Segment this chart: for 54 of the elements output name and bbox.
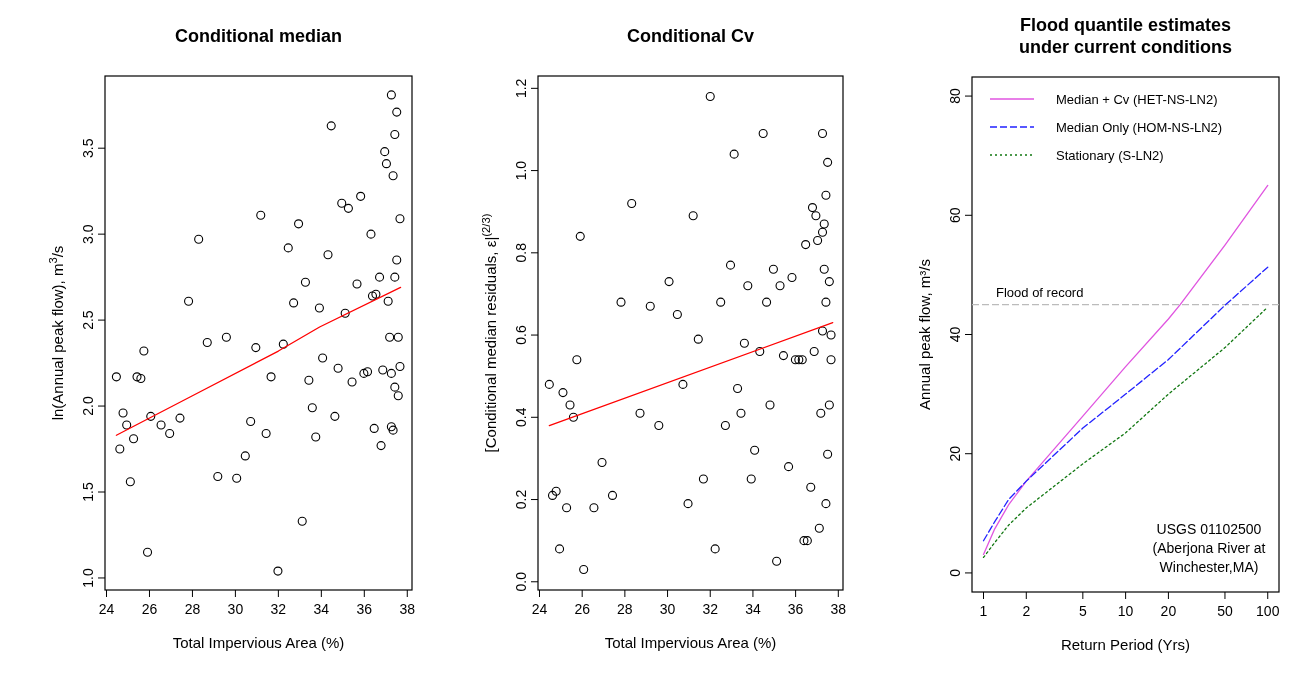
x-tick-label: 24	[98, 601, 115, 617]
x-axis-title: Total Impervious Area (%)	[172, 634, 345, 651]
x-tick-label: 36	[787, 601, 804, 617]
y-tick-label: 0	[947, 568, 963, 577]
y-tick-label: 0.8	[513, 242, 529, 263]
x-tick-label: 24	[531, 601, 548, 617]
x-tick-label: 28	[617, 601, 633, 617]
chart-title: Conditional median	[174, 26, 343, 46]
x-axis-title: Return Period (Yrs)	[1060, 636, 1191, 653]
x-tick-label: 10	[1117, 603, 1134, 619]
y-tick-label: 0.4	[513, 407, 529, 428]
x-tick-label: 26	[141, 601, 158, 617]
y-tick-label: 2.5	[80, 310, 96, 330]
chart-title: Flood quantile estimates under current conditions	[1018, 15, 1233, 57]
y-tick-label: 3.0	[80, 224, 96, 244]
y-tick-label: 2.0	[80, 396, 96, 416]
y-tick-label: 20	[947, 445, 963, 462]
x-axis-title: Total Impervious Area (%)	[604, 634, 777, 651]
y-tick-label: 3.5	[80, 138, 96, 158]
y-tick-label: 40	[947, 326, 963, 343]
x-tick-label: 100	[1256, 603, 1280, 619]
y-tick-label: 80	[947, 88, 963, 104]
line-series	[115, 286, 402, 436]
x-tick-label: 2	[1022, 603, 1031, 619]
x-tick-label: 50	[1217, 603, 1233, 619]
x-tick-label: 20	[1160, 603, 1177, 619]
x-tick-label: 30	[227, 601, 244, 617]
y-tick-label: 1.2	[513, 78, 529, 99]
legend-label: Median Only (HOM-NS-LN2)	[1056, 120, 1223, 135]
x-tick-label: 36	[356, 601, 373, 617]
y-axis-title: Annual peak flow, m³/s	[916, 259, 933, 410]
y-tick-label: 0.2	[513, 489, 529, 510]
x-tick-label: 28	[184, 601, 201, 617]
x-tick-label: 38	[399, 601, 416, 617]
x-tick-label: 34	[313, 601, 330, 617]
x-tick-label: 34	[745, 601, 761, 617]
legend-label: Median + Cv (HET-NS-LN2)	[1056, 92, 1218, 107]
ref-line-label: Flood of record	[996, 284, 1084, 300]
x-tick-label: 32	[270, 601, 287, 617]
legend-label: Stationary (S-LN2)	[1056, 148, 1164, 163]
x-tick-label: 1	[979, 603, 988, 619]
x-tick-label: 38	[830, 601, 847, 617]
x-tick-label: 32	[702, 601, 719, 617]
y-tick-label: 0.0	[513, 571, 529, 592]
y-tick-label: 1.0	[80, 568, 96, 588]
x-tick-label: 30	[659, 601, 676, 617]
x-tick-label: 26	[574, 601, 591, 617]
y-tick-label: 0.6	[513, 325, 529, 345]
y-tick-label: 1.5	[80, 482, 96, 502]
chart-title: Conditional Cv	[627, 26, 754, 46]
annotation: USGS 01102500 (Aberjona River at Winchester,MA)	[1152, 521, 1266, 575]
y-tick-label: 1.0	[513, 160, 529, 181]
x-tick-label: 5	[1078, 603, 1087, 619]
y-tick-label: 60	[947, 207, 963, 224]
